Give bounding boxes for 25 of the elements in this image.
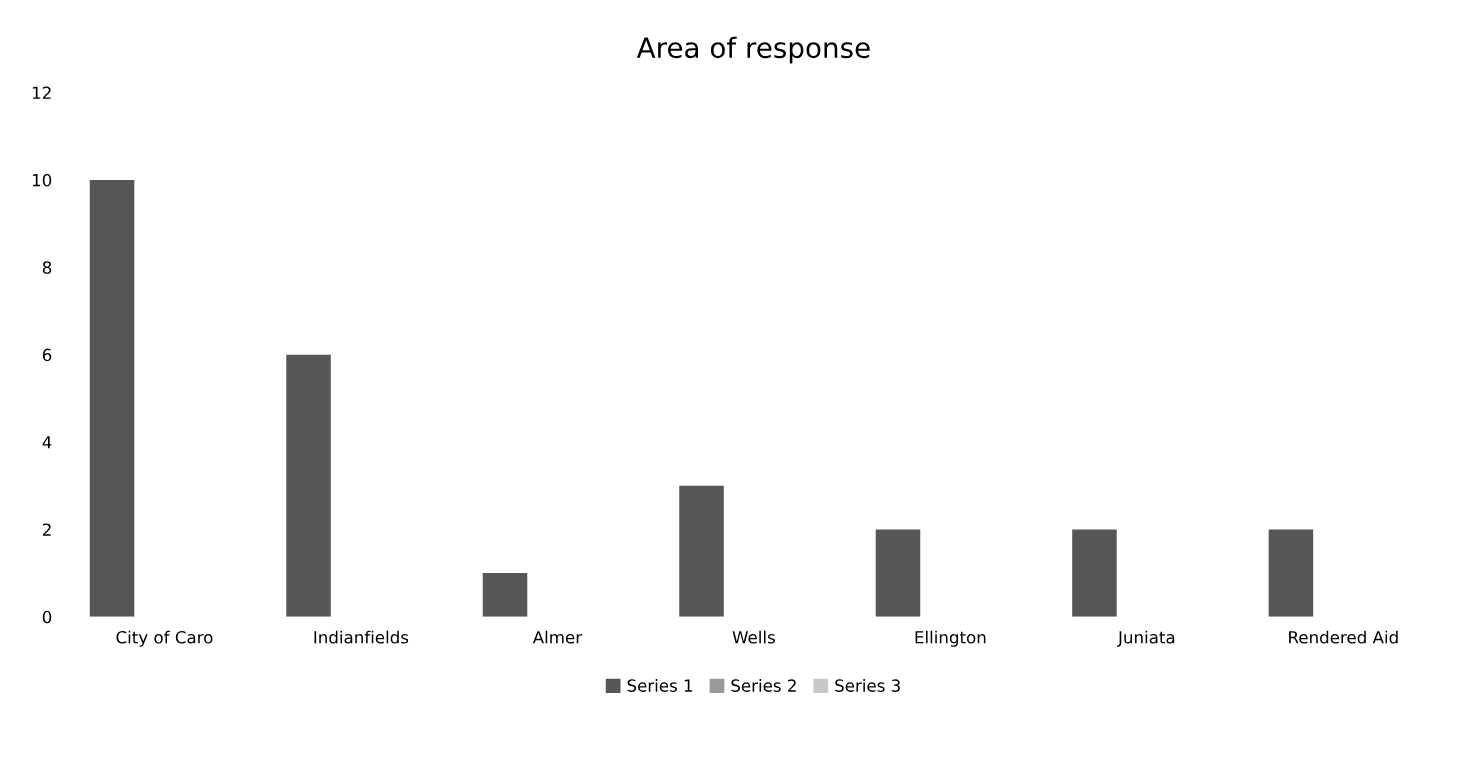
bar	[1072, 529, 1117, 617]
x-tick-label: Ellington	[915, 630, 986, 647]
bar	[1268, 529, 1314, 617]
legend-label: Series 2	[731, 678, 796, 692]
y-tick-label: 2	[42, 523, 51, 536]
y-tick-label: 12	[32, 86, 51, 99]
y-tick-label: 0	[42, 610, 52, 624]
bar	[875, 529, 921, 617]
bar	[679, 485, 724, 617]
y-tick-label: 10	[32, 173, 52, 187]
x-tick-label: Almer	[532, 630, 583, 644]
bar	[89, 179, 135, 617]
x-tick-label: Indianfields	[314, 630, 409, 644]
bar	[482, 573, 528, 617]
chart-title: Area of response	[636, 36, 870, 64]
legend-label: Series 1	[627, 678, 693, 692]
x-tick-label: Juniata	[1117, 630, 1175, 647]
x-tick-label: City of Caro	[116, 630, 213, 647]
y-tick-label: 4	[42, 436, 52, 449]
x-tick-label: Wells	[732, 630, 775, 644]
bar	[286, 354, 331, 617]
legend-label: Series 3	[835, 678, 900, 692]
x-tick-label: Rendered Aid	[1289, 630, 1398, 644]
y-tick-label: 8	[42, 261, 52, 274]
y-tick-label: 6	[42, 348, 52, 362]
